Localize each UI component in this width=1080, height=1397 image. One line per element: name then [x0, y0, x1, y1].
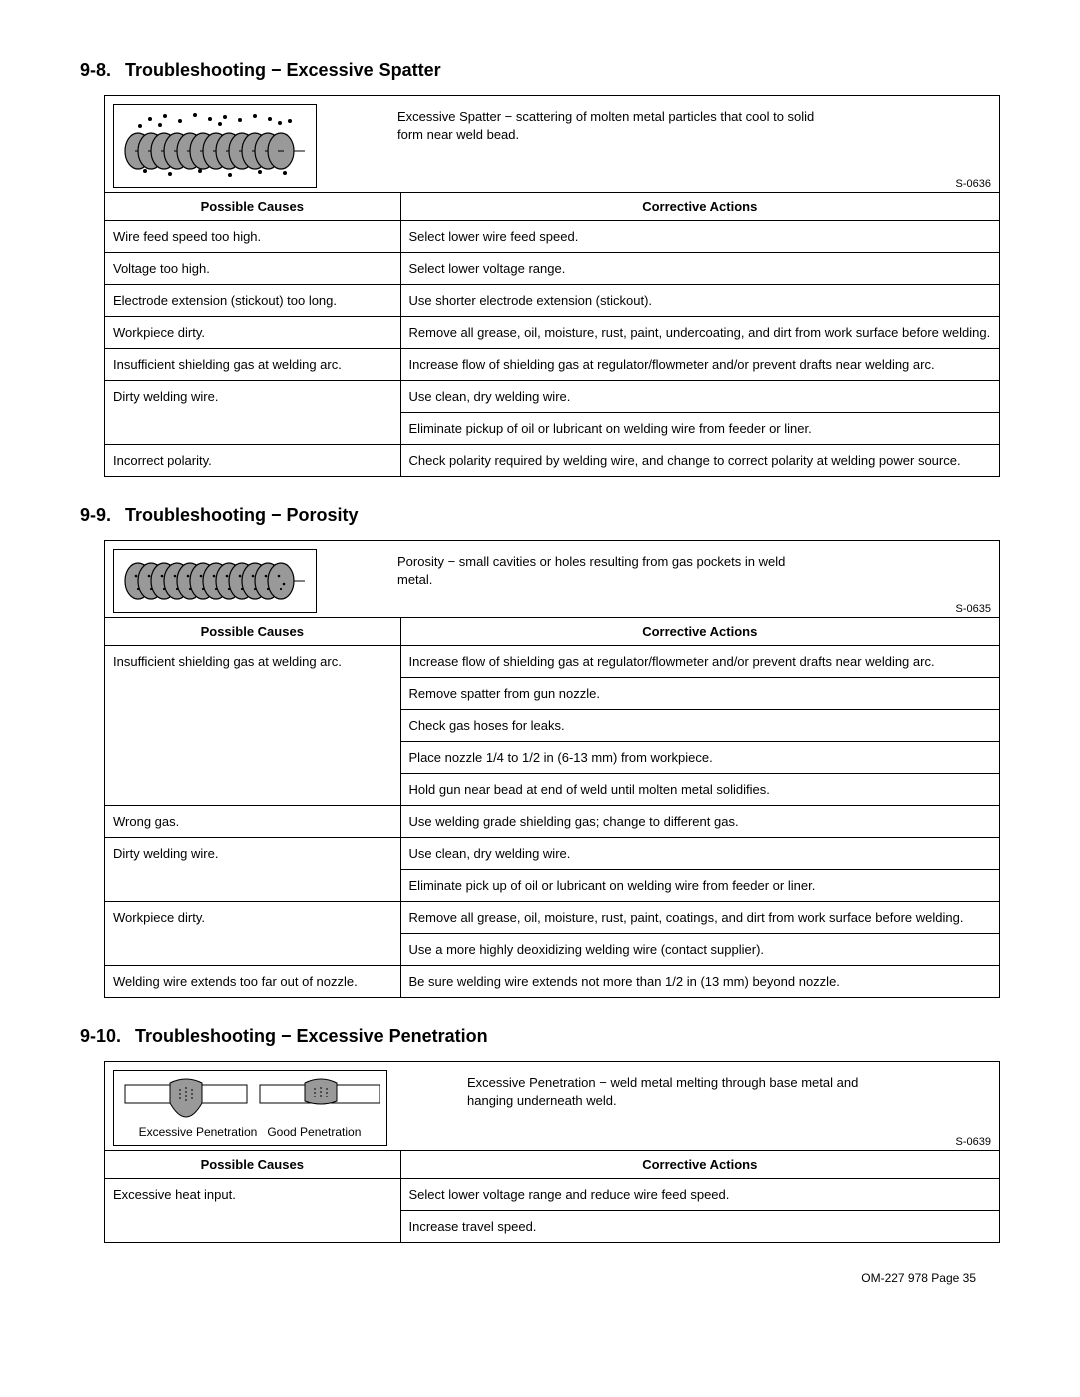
section-title: Troubleshooting − Excessive Penetration [135, 1026, 488, 1046]
action-cell: Use clean, dry welding wire. [400, 838, 999, 870]
action-cell: Hold gun near bead at end of weld until … [400, 774, 999, 806]
cause-cell: Workpiece dirty. [105, 902, 400, 966]
section-box: Excessive Spatter − scattering of molten… [104, 95, 1000, 477]
section-description: Excessive Penetration − weld metal melti… [467, 1070, 887, 1109]
action-cell: Check polarity required by welding wire,… [400, 445, 999, 477]
action-cell: Select lower voltage range. [400, 253, 999, 285]
figure-box: Excessive Penetration Good Penetration [113, 1070, 387, 1146]
cause-cell: Workpiece dirty. [105, 317, 400, 349]
figure-box [113, 549, 317, 613]
action-cell: Select lower wire feed speed. [400, 221, 999, 253]
action-cell: Select lower voltage range and reduce wi… [400, 1179, 999, 1211]
reference-code: S-0635 [956, 603, 991, 615]
weld-diagram-icon [120, 1077, 380, 1121]
section-title: Troubleshooting − Excessive Spatter [125, 60, 441, 80]
section-description: Excessive Spatter − scattering of molten… [397, 104, 817, 143]
column-header-causes: Possible Causes [105, 1151, 400, 1179]
section-number: 9-8. [80, 60, 111, 80]
action-cell: Check gas hoses for leaks. [400, 710, 999, 742]
troubleshooting-table: Possible Causes Corrective Actions Exces… [105, 1150, 999, 1242]
column-header-actions: Corrective Actions [400, 193, 999, 221]
cause-cell: Dirty welding wire. [105, 381, 400, 445]
column-header-actions: Corrective Actions [400, 1151, 999, 1179]
section-number: 9-10. [80, 1026, 121, 1046]
section-heading: 9-8. Troubleshooting − Excessive Spatter [80, 60, 1000, 81]
weld-diagram-icon [120, 556, 310, 606]
action-cell: Remove all grease, oil, moisture, rust, … [400, 902, 999, 934]
action-cell: Be sure welding wire extends not more th… [400, 966, 999, 998]
action-cell: Use a more highly deoxidizing welding wi… [400, 934, 999, 966]
section-box: Porosity − small cavities or holes resul… [104, 540, 1000, 998]
figure-label: Excessive Penetration [139, 1125, 258, 1139]
cause-cell: Incorrect polarity. [105, 445, 400, 477]
troubleshooting-table: Possible Causes Corrective Actions Wire … [105, 192, 999, 476]
cause-cell: Insufficient shielding gas at welding ar… [105, 646, 400, 806]
intro-row: Excessive Penetration Good Penetration Ex… [105, 1062, 999, 1150]
section-box: Excessive Penetration Good Penetration Ex… [104, 1061, 1000, 1243]
action-cell: Eliminate pick up of oil or lubricant on… [400, 870, 999, 902]
cause-cell: Excessive heat input. [105, 1179, 400, 1243]
figure-box [113, 104, 317, 188]
action-cell: Use welding grade shielding gas; change … [400, 806, 999, 838]
cause-cell: Welding wire extends too far out of nozz… [105, 966, 400, 998]
cause-cell: Dirty welding wire. [105, 838, 400, 902]
section-title: Troubleshooting − Porosity [125, 505, 359, 525]
section-number: 9-9. [80, 505, 111, 525]
action-cell: Remove spatter from gun nozzle. [400, 678, 999, 710]
section-description: Porosity − small cavities or holes resul… [397, 549, 817, 588]
column-header-causes: Possible Causes [105, 193, 400, 221]
action-cell: Eliminate pickup of oil or lubricant on … [400, 413, 999, 445]
action-cell: Increase travel speed. [400, 1211, 999, 1243]
column-header-causes: Possible Causes [105, 618, 400, 646]
troubleshooting-table: Possible Causes Corrective Actions Insuf… [105, 617, 999, 997]
action-cell: Increase flow of shielding gas at regula… [400, 349, 999, 381]
action-cell: Place nozzle 1/4 to 1/2 in (6-13 mm) fro… [400, 742, 999, 774]
figure-labels: Excessive Penetration Good Penetration [139, 1125, 362, 1139]
action-cell: Increase flow of shielding gas at regula… [400, 646, 999, 678]
cause-cell: Wire feed speed too high. [105, 221, 400, 253]
action-cell: Remove all grease, oil, moisture, rust, … [400, 317, 999, 349]
column-header-actions: Corrective Actions [400, 618, 999, 646]
intro-row: Porosity − small cavities or holes resul… [105, 541, 999, 617]
action-cell: Use shorter electrode extension (stickou… [400, 285, 999, 317]
section-heading: 9-10. Troubleshooting − Excessive Penetra… [80, 1026, 1000, 1047]
section-heading: 9-9. Troubleshooting − Porosity [80, 505, 1000, 526]
action-cell: Use clean, dry welding wire. [400, 381, 999, 413]
cause-cell: Electrode extension (stickout) too long. [105, 285, 400, 317]
cause-cell: Insufficient shielding gas at welding ar… [105, 349, 400, 381]
figure-label: Good Penetration [267, 1125, 361, 1139]
cause-cell: Wrong gas. [105, 806, 400, 838]
weld-diagram-icon [120, 111, 310, 181]
intro-row: Excessive Spatter − scattering of molten… [105, 96, 999, 192]
reference-code: S-0639 [956, 1136, 991, 1148]
reference-code: S-0636 [956, 178, 991, 190]
page-footer: OM-227 978 Page 35 [80, 1271, 1000, 1285]
cause-cell: Voltage too high. [105, 253, 400, 285]
